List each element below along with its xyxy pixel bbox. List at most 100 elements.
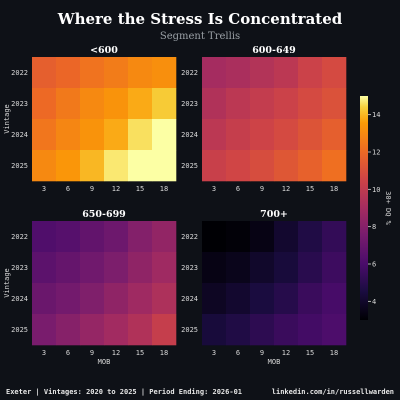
heatmap-cell (202, 57, 227, 89)
y-axis-label: Vintage (3, 268, 11, 298)
y-tick-label: 2024 (11, 295, 28, 303)
panel-1: <600 2022 2023 2024 2025 3 6 9 12 15 18 Vintage (3, 45, 177, 193)
panel-title: 700+ (260, 209, 288, 220)
heatmap-cell (128, 221, 153, 253)
heatmap-cell (80, 119, 105, 151)
heatmap-cell (56, 252, 81, 284)
heatmap-cell (56, 88, 81, 120)
y-tick-label: 2023 (181, 264, 198, 272)
heatmap-cell (152, 88, 177, 120)
y-tick-label: 2022 (181, 233, 198, 241)
x-tick-label: 15 (306, 349, 314, 357)
heatmap-cell (32, 221, 57, 253)
heatmap-cell (274, 221, 299, 253)
y-tick-label: 2024 (181, 131, 198, 139)
heatmap-cell (152, 119, 177, 151)
heatmap-cell (152, 314, 177, 346)
footer-source: Exeter | Vintages: 2020 to 2025 | Period… (6, 388, 242, 397)
x-tick-label: 12 (282, 349, 290, 357)
heatmap-cell (274, 252, 299, 284)
heatmap-cell (298, 221, 323, 253)
x-tick-label: 6 (66, 349, 70, 357)
heatmap-cell (250, 252, 275, 284)
heatmap-cell (226, 283, 251, 315)
heatmap-cell (152, 221, 177, 253)
y-tick-label: 2023 (11, 264, 28, 272)
heatmap-cell (80, 57, 105, 89)
heatmap-cell (274, 150, 299, 182)
x-axis-label: MOB (268, 358, 281, 366)
x-tick-label: 15 (306, 185, 314, 193)
heatmap-cell (56, 150, 81, 182)
heatmap-cell (250, 221, 275, 253)
heatmap-cell (128, 88, 153, 120)
heatmap-cell (274, 119, 299, 151)
heatmap-cell (274, 314, 299, 346)
heatmap-cell (250, 119, 275, 151)
y-tick-label: 2025 (11, 326, 28, 334)
heatmap-cell (104, 119, 129, 151)
heatmap-cell (322, 314, 347, 346)
heatmap-cell (56, 314, 81, 346)
heatmap-cell (32, 283, 57, 315)
heatmap-cell (80, 88, 105, 120)
heatmap-cell (56, 57, 81, 89)
panels-group: <600 2022 2023 2024 2025 3 6 9 12 15 18 Vintage 600-… (3, 45, 347, 366)
panel-title: <600 (90, 45, 118, 56)
x-tick-label: 9 (260, 349, 264, 357)
heatmap-cell (56, 119, 81, 151)
heatmap-cell (80, 314, 105, 346)
x-tick-label: 18 (160, 185, 168, 193)
heatmap-cell (226, 57, 251, 89)
heatmap-cell (32, 314, 57, 346)
y-tick-label: 2024 (181, 295, 198, 303)
heatmap-cell (250, 150, 275, 182)
footer-credit: linkedin.com/in/russellwarden (272, 388, 394, 396)
x-axis-label: MOB (98, 358, 111, 366)
heatmap-cell (298, 88, 323, 120)
x-tick-label: 18 (330, 185, 338, 193)
heatmap-cell (32, 252, 57, 284)
x-tick-label: 3 (42, 349, 46, 357)
heatmap-cell (250, 57, 275, 89)
heatmap-cell (202, 252, 227, 284)
heatmap-cell (104, 252, 129, 284)
heatmap-cell (202, 119, 227, 151)
heatmap-cell (202, 221, 227, 253)
colorbar-gradient (360, 96, 368, 320)
heatmap-cell (322, 88, 347, 120)
y-tick-label: 2023 (11, 100, 28, 108)
heatmap-cell (274, 57, 299, 89)
x-tick-label: 3 (212, 349, 216, 357)
heatmap-cell (104, 314, 129, 346)
chart-title: Where the Stress Is Concentrated (57, 10, 343, 28)
heatmap-cell (128, 150, 153, 182)
heatmap-cell (104, 283, 129, 315)
x-tick-label: 6 (236, 349, 240, 357)
heatmap-cell (298, 150, 323, 182)
y-axis-label: Vintage (3, 104, 11, 134)
x-tick-label: 9 (260, 185, 264, 193)
heatmap-cell (250, 283, 275, 315)
heatmap-cell (152, 57, 177, 89)
heatmap-cell (56, 221, 81, 253)
heatmap-cell (250, 314, 275, 346)
y-tick-label: 2024 (11, 131, 28, 139)
heatmap-cell (274, 88, 299, 120)
heatmap-cell (80, 252, 105, 284)
heatmap-cell (128, 283, 153, 315)
x-tick-label: 3 (212, 185, 216, 193)
y-tick-label: 2025 (181, 162, 198, 170)
heatmap-cell (152, 283, 177, 315)
heatmap-cell (104, 150, 129, 182)
heatmap-cell (322, 150, 347, 182)
heatmap-cell (202, 314, 227, 346)
heatmap-cell (298, 57, 323, 89)
heatmap-cell (128, 57, 153, 89)
heatmap-cell (104, 221, 129, 253)
chart-subtitle: Segment Trellis (160, 31, 240, 42)
heatmap-cell (152, 150, 177, 182)
x-tick-label: 9 (90, 349, 94, 357)
heatmap-cell (274, 283, 299, 315)
heatmap-cell (56, 283, 81, 315)
